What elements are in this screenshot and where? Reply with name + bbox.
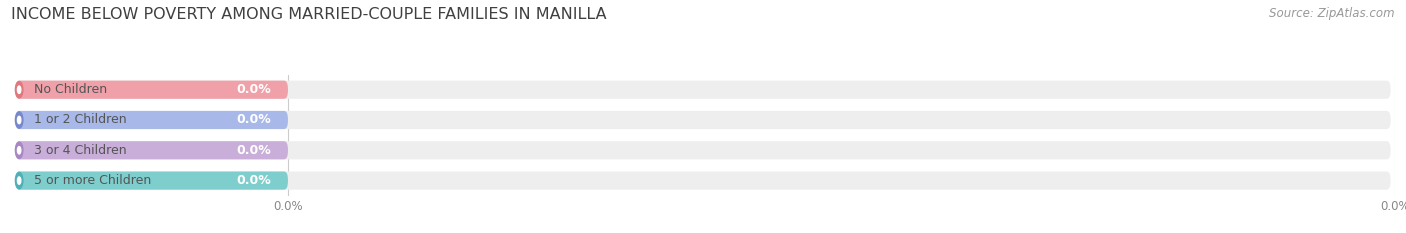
FancyBboxPatch shape xyxy=(15,171,288,190)
FancyBboxPatch shape xyxy=(15,81,288,99)
Circle shape xyxy=(17,147,21,154)
Text: 0.0%: 0.0% xyxy=(236,174,271,187)
Circle shape xyxy=(15,112,22,128)
Text: 3 or 4 Children: 3 or 4 Children xyxy=(34,144,127,157)
Text: 1 or 2 Children: 1 or 2 Children xyxy=(34,113,127,127)
Text: 5 or more Children: 5 or more Children xyxy=(34,174,152,187)
Text: No Children: No Children xyxy=(34,83,107,96)
FancyBboxPatch shape xyxy=(15,81,1391,99)
FancyBboxPatch shape xyxy=(15,141,1391,159)
Text: Source: ZipAtlas.com: Source: ZipAtlas.com xyxy=(1270,7,1395,20)
Text: 0.0%: 0.0% xyxy=(236,113,271,127)
Circle shape xyxy=(17,86,21,93)
Circle shape xyxy=(17,177,21,184)
FancyBboxPatch shape xyxy=(15,171,1391,190)
Text: INCOME BELOW POVERTY AMONG MARRIED-COUPLE FAMILIES IN MANILLA: INCOME BELOW POVERTY AMONG MARRIED-COUPL… xyxy=(11,7,607,22)
FancyBboxPatch shape xyxy=(15,111,1391,129)
Circle shape xyxy=(15,142,22,158)
Circle shape xyxy=(15,82,22,98)
FancyBboxPatch shape xyxy=(15,111,288,129)
FancyBboxPatch shape xyxy=(15,141,288,159)
Text: 0.0%: 0.0% xyxy=(236,83,271,96)
Circle shape xyxy=(17,116,21,124)
Text: 0.0%: 0.0% xyxy=(236,144,271,157)
Circle shape xyxy=(15,172,22,189)
